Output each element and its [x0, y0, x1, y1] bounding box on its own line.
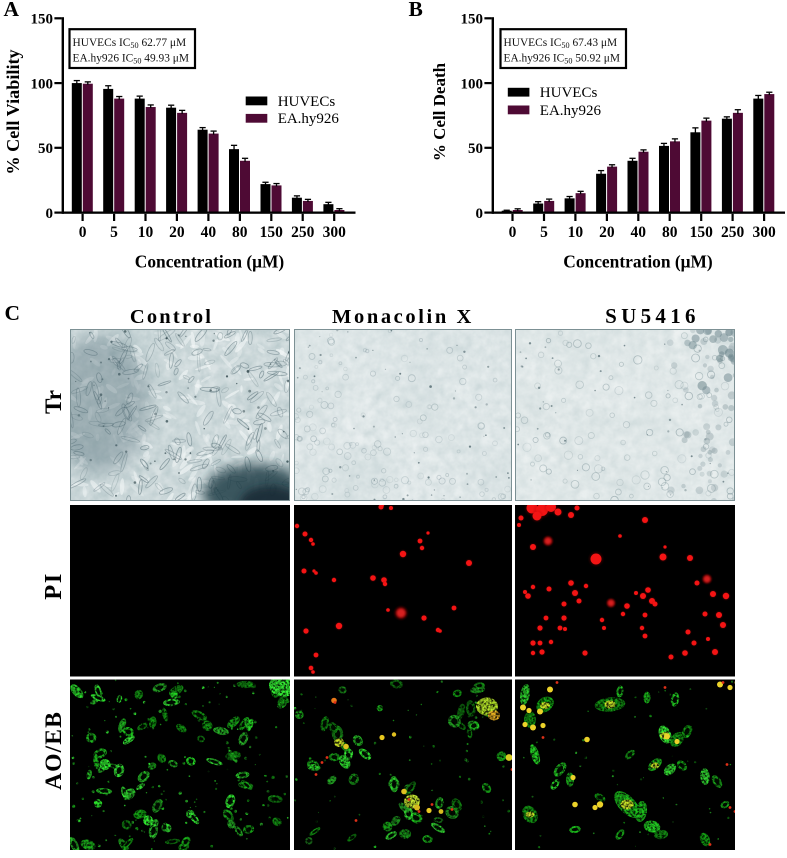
- svg-text:C: C: [5, 301, 21, 325]
- svg-text:5: 5: [110, 224, 118, 241]
- svg-text:250: 250: [291, 224, 315, 241]
- svg-text:Concentration (μM): Concentration (μM): [135, 252, 285, 272]
- svg-text:50: 50: [468, 141, 483, 157]
- svg-text:HUVECs IC50 62.77 μM: HUVECs IC50 62.77 μM: [73, 37, 187, 50]
- svg-text:300: 300: [323, 224, 347, 241]
- svg-text:300: 300: [752, 224, 776, 241]
- svg-text:80: 80: [232, 224, 248, 241]
- svg-text:B: B: [409, 0, 423, 21]
- svg-text:100: 100: [461, 76, 484, 92]
- svg-text:0: 0: [509, 224, 517, 241]
- svg-text:40: 40: [631, 224, 647, 241]
- svg-text:0: 0: [476, 206, 484, 222]
- svg-text:10: 10: [568, 224, 584, 241]
- svg-text:HUVECs: HUVECs: [540, 85, 598, 101]
- svg-text:150: 150: [31, 12, 54, 28]
- svg-text:% Cell Viability: % Cell Viability: [3, 49, 23, 174]
- svg-text:AO/EB: AO/EB: [41, 711, 67, 790]
- svg-text:Tr: Tr: [41, 390, 67, 414]
- svg-text:10: 10: [138, 224, 154, 241]
- svg-text:Concentration (μM): Concentration (μM): [563, 252, 713, 272]
- svg-text:Monacolin X: Monacolin X: [332, 306, 474, 328]
- svg-text:100: 100: [31, 76, 54, 92]
- svg-text:20: 20: [169, 224, 185, 241]
- svg-text:50: 50: [38, 141, 53, 157]
- svg-text:HUVECs IC50 67.43 μM: HUVECs IC50 67.43 μM: [504, 37, 618, 50]
- svg-text:A: A: [4, 0, 20, 21]
- svg-text:% Cell Death: % Cell Death: [430, 62, 449, 161]
- svg-text:5: 5: [540, 224, 548, 241]
- svg-text:150: 150: [690, 224, 714, 241]
- svg-text:0: 0: [46, 206, 54, 222]
- svg-text:20: 20: [599, 224, 615, 241]
- svg-text:Control: Control: [130, 306, 213, 328]
- svg-text:EA.hy926: EA.hy926: [278, 111, 340, 127]
- svg-text:HUVECs: HUVECs: [278, 94, 336, 110]
- svg-text:EA.hy926: EA.hy926: [540, 103, 602, 119]
- svg-text:40: 40: [201, 224, 217, 241]
- svg-text:PI: PI: [40, 572, 67, 600]
- svg-text:SU5416: SU5416: [605, 304, 700, 328]
- svg-text:250: 250: [721, 224, 745, 241]
- svg-text:0: 0: [79, 224, 87, 241]
- svg-text:EA.hy926 IC50 50.92 μM: EA.hy926 IC50 50.92 μM: [504, 52, 621, 65]
- svg-text:150: 150: [260, 224, 284, 241]
- svg-text:150: 150: [461, 12, 484, 28]
- svg-text:EA.hy926 IC50 49.93 μM: EA.hy926 IC50 49.93 μM: [73, 52, 190, 65]
- svg-text:80: 80: [662, 224, 678, 241]
